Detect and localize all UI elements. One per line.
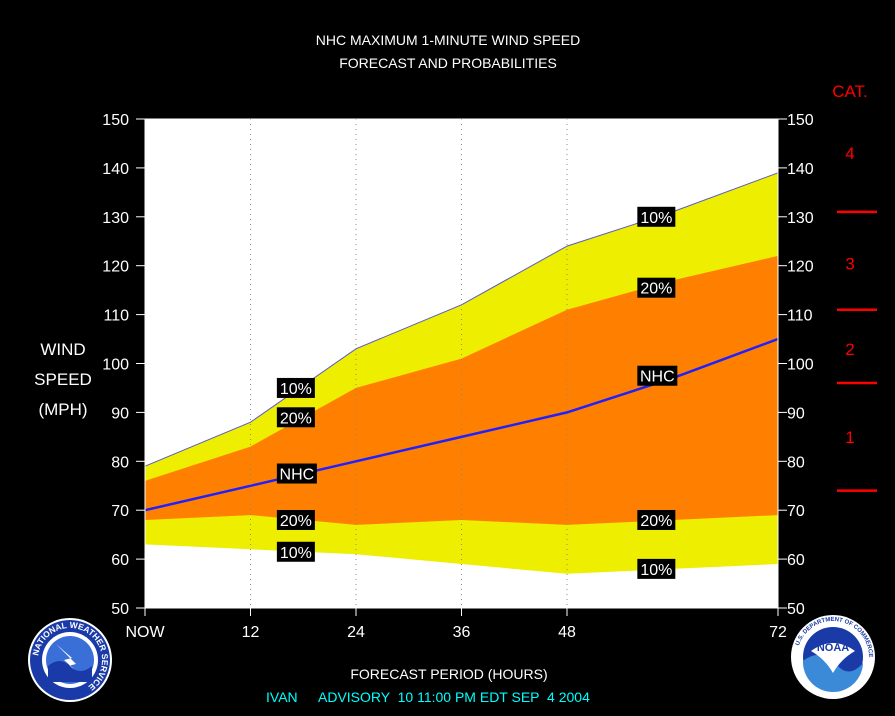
y-tick-label-right: 150 (787, 112, 814, 129)
y-tick-label-left: 100 (102, 357, 129, 374)
category-label: 3 (845, 254, 854, 273)
x-tick-label: 12 (242, 624, 260, 641)
chart-subtitle: FORECAST AND PROBABILITIES (339, 55, 557, 71)
footer-advisory-text: ADVISORY 10 11:00 PM EDT SEP 4 2004 (318, 689, 590, 705)
y-tick-label-left: 50 (111, 601, 129, 618)
series-label-box (637, 558, 676, 579)
noaa-logo: NOAA U.S. DEPARTMENT OF COMMERCE (791, 615, 875, 699)
lightning-icon (56, 644, 84, 678)
nws-logo: NATIONAL WEATHER SERVICE (28, 618, 112, 702)
series-label-box (637, 509, 676, 530)
y-tick-label-right: 100 (787, 357, 814, 374)
category-label: 2 (845, 340, 854, 359)
x-tick-label: 24 (347, 624, 365, 641)
x-tick-label: 72 (769, 624, 787, 641)
x-axis-label: FORECAST PERIOD (HOURS) (350, 666, 547, 682)
y-tick-label-right: 110 (787, 308, 813, 325)
series-label: 20% (640, 513, 672, 530)
series-label: 20% (640, 281, 672, 298)
noaa-logo-wave-icon (802, 654, 863, 693)
series-label: 10% (280, 545, 312, 562)
y-tick-label-left: 60 (111, 552, 129, 569)
series-label: 10% (640, 210, 672, 227)
y-tick-label-right: 140 (787, 161, 814, 178)
series-label-box (276, 463, 317, 484)
series-label: 10% (280, 381, 312, 398)
y-tick-label-left: 110 (103, 308, 129, 325)
y-tick-label-right: 120 (787, 259, 814, 276)
series-label-box (637, 206, 676, 227)
y-tick-label-left: 140 (102, 161, 129, 178)
series-label-box (276, 509, 315, 530)
y-tick-label-right: 60 (787, 552, 805, 569)
series-label-box (276, 407, 315, 428)
category-title: CAT. (832, 82, 868, 101)
series-label: NHC (640, 369, 675, 386)
y-tick-label-left: 150 (102, 112, 129, 129)
category-label: 1 (845, 428, 854, 447)
series-labels: 10% 20% NHC 20% 10% 10% 20% NHC 20% 10% (276, 206, 678, 579)
band-20-percent (145, 255, 778, 525)
axes: 50 50 60 60 70 70 80 80 90 90 100 100 110 110 120 120 13… (102, 112, 814, 641)
y-tick-label-left: 80 (111, 454, 129, 471)
noaa-gull-icon (811, 643, 855, 673)
x-tick-label: 36 (453, 624, 471, 641)
series-label-box (276, 377, 315, 398)
y-tick-label-right: 70 (787, 503, 805, 520)
series-label: 20% (280, 410, 312, 427)
series-label-box (637, 365, 678, 386)
y-tick-label-left: 90 (111, 405, 129, 422)
y-axis-label-line-1: WIND (40, 340, 85, 359)
series-label-box (276, 541, 315, 562)
y-tick-label-left: 120 (102, 259, 129, 276)
y-axis-label-line-3: (MPH) (38, 400, 87, 419)
category-scale: CAT. 4 3 2 1 (832, 82, 877, 492)
noaa-logo-text: NOAA (817, 642, 849, 654)
y-tick-label-right: 90 (787, 405, 805, 422)
y-tick-label-left: 130 (102, 210, 129, 227)
y-tick-label-left: 70 (111, 503, 129, 520)
series-label: NHC (280, 467, 315, 484)
plot-area (144, 119, 779, 608)
chart-title: NHC MAXIMUM 1-MINUTE WIND SPEED (316, 32, 580, 48)
series-label: 10% (640, 562, 672, 579)
footer-advisory: IVAN ADVISORY 10 11:00 PM EDT SEP 4 2004 (266, 689, 590, 705)
y-tick-label-right: 50 (787, 601, 805, 618)
series-label: 20% (280, 513, 312, 530)
nws-logo-wave-icon (48, 661, 92, 682)
y-tick-label-right: 80 (787, 454, 805, 471)
x-tick-label: NOW (125, 624, 165, 641)
series-label-box (637, 277, 676, 298)
footer-storm-name: IVAN (266, 689, 298, 705)
x-tick-label: 48 (558, 624, 576, 641)
category-label: 4 (845, 144, 854, 163)
y-tick-label-right: 130 (787, 210, 814, 227)
y-axis-label-line-2: SPEED (34, 370, 92, 389)
